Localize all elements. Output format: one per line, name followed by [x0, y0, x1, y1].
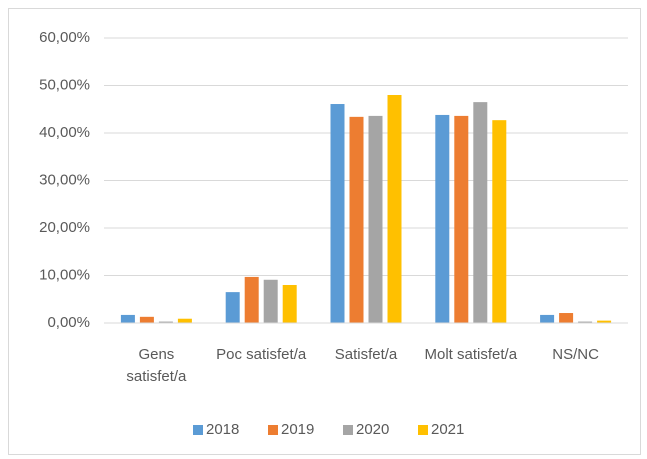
bar — [263, 279, 278, 323]
legend-swatch — [268, 425, 278, 435]
x-tick-label: NS/NC — [552, 346, 599, 363]
y-tick-label: 30,00% — [39, 171, 90, 188]
bar — [559, 313, 574, 323]
legend-swatch — [418, 425, 428, 435]
legend-label: 2021 — [431, 421, 464, 438]
bar — [387, 95, 402, 323]
bar — [158, 321, 173, 323]
legend-label: 2020 — [356, 421, 389, 438]
x-tick-label: Molt satisfet/a — [424, 346, 518, 363]
y-tick-label: 10,00% — [39, 266, 90, 283]
bar — [540, 314, 555, 323]
y-tick-label: 20,00% — [39, 219, 90, 236]
x-tick-label: Satisfet/a — [334, 346, 398, 363]
y-tick-label: 40,00% — [39, 124, 90, 141]
x-tick-label: Gens satisfet/a — [126, 346, 187, 385]
bar — [435, 114, 450, 323]
bar — [177, 318, 192, 323]
bar — [225, 292, 240, 323]
bar — [139, 316, 154, 323]
bar — [244, 276, 259, 323]
bar — [120, 314, 135, 323]
y-tick-label: 0,00% — [47, 314, 90, 331]
legend-label: 2019 — [281, 421, 314, 438]
bar — [282, 285, 297, 323]
legend-swatch — [193, 425, 203, 435]
bar — [454, 115, 469, 324]
bar — [330, 104, 345, 324]
y-tick-label: 50,00% — [39, 76, 90, 93]
bar — [349, 116, 364, 323]
x-tick-label: Poc satisfet/a — [216, 346, 307, 363]
bar — [597, 320, 612, 323]
bar — [492, 120, 507, 323]
bar — [578, 321, 593, 323]
legend-swatch — [343, 425, 353, 435]
chart-border — [8, 8, 641, 455]
bar — [368, 115, 383, 324]
legend-label: 2018 — [206, 421, 239, 438]
y-tick-label: 60,00% — [39, 29, 90, 46]
bar — [473, 102, 488, 323]
